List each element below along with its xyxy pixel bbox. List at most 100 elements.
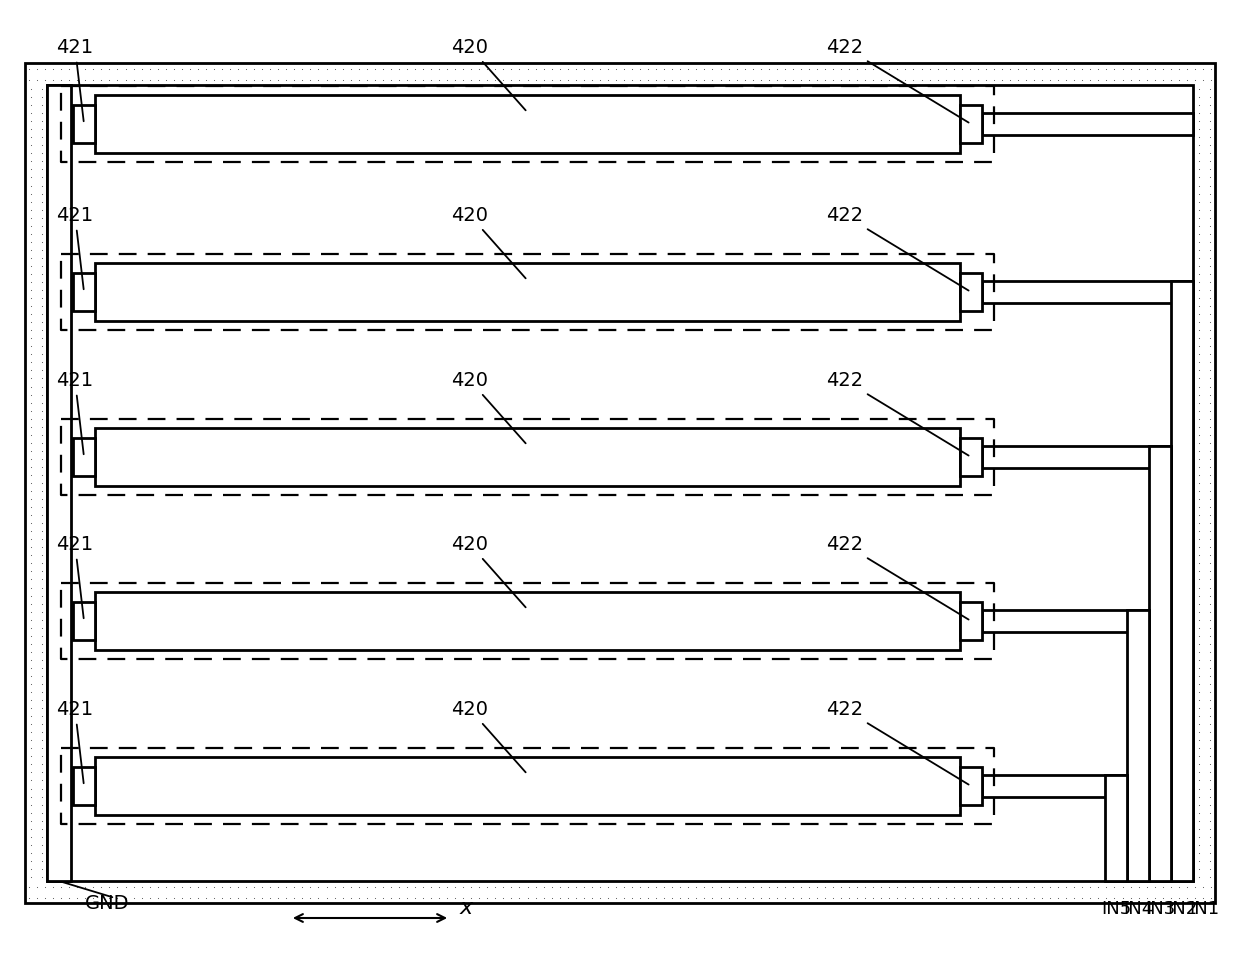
Point bbox=[201, 466, 221, 481]
Point bbox=[481, 466, 501, 481]
Point bbox=[177, 300, 197, 316]
Point bbox=[1143, 861, 1163, 876]
Point bbox=[754, 597, 774, 612]
Point bbox=[818, 284, 838, 299]
Point bbox=[481, 621, 501, 637]
Point bbox=[386, 786, 405, 802]
Point bbox=[305, 588, 325, 604]
Point bbox=[976, 879, 996, 895]
Point bbox=[89, 466, 109, 481]
Point bbox=[289, 795, 309, 810]
Point bbox=[58, 516, 78, 531]
Point bbox=[823, 71, 843, 87]
Point bbox=[1073, 890, 1092, 905]
Point bbox=[40, 564, 60, 580]
Point bbox=[409, 116, 429, 131]
Point bbox=[946, 762, 966, 778]
Point bbox=[257, 753, 277, 769]
Point bbox=[289, 284, 309, 299]
Point bbox=[714, 639, 734, 654]
Point bbox=[332, 890, 352, 905]
Point bbox=[409, 621, 429, 637]
Point bbox=[169, 605, 188, 620]
Point bbox=[939, 125, 959, 140]
Point bbox=[601, 474, 621, 490]
Point bbox=[506, 99, 526, 115]
Point bbox=[706, 268, 725, 283]
Point bbox=[74, 130, 94, 146]
Point bbox=[1179, 781, 1199, 797]
Point bbox=[968, 71, 988, 87]
Point bbox=[678, 61, 698, 76]
Point bbox=[1179, 741, 1199, 756]
Point bbox=[835, 605, 854, 620]
Point bbox=[1128, 729, 1148, 745]
Point bbox=[858, 433, 878, 448]
Point bbox=[454, 61, 474, 76]
Point bbox=[569, 309, 589, 325]
Point bbox=[882, 605, 901, 620]
Point bbox=[1056, 771, 1076, 786]
Point bbox=[738, 276, 758, 292]
Point bbox=[842, 441, 862, 457]
Point bbox=[353, 630, 373, 645]
Point bbox=[122, 92, 141, 107]
Point bbox=[858, 779, 878, 794]
Point bbox=[361, 99, 381, 115]
Point bbox=[954, 599, 973, 614]
Point bbox=[1106, 780, 1126, 795]
Point bbox=[529, 762, 549, 778]
Point bbox=[434, 630, 454, 645]
Point bbox=[770, 803, 790, 818]
Point bbox=[122, 268, 141, 283]
Point bbox=[1172, 477, 1192, 493]
Point bbox=[914, 803, 934, 818]
Point bbox=[673, 92, 693, 107]
Point bbox=[874, 92, 894, 107]
Point bbox=[914, 133, 934, 149]
Point bbox=[52, 492, 72, 507]
Point bbox=[481, 613, 501, 629]
Point bbox=[434, 108, 454, 124]
Point bbox=[40, 194, 60, 210]
Point bbox=[316, 61, 336, 76]
Point bbox=[1096, 879, 1116, 895]
Point bbox=[185, 276, 205, 292]
Point bbox=[52, 564, 72, 580]
Point bbox=[976, 284, 996, 299]
Bar bbox=[73, 439, 95, 476]
Point bbox=[610, 613, 630, 629]
Point bbox=[217, 630, 237, 645]
Point bbox=[298, 639, 317, 654]
Point bbox=[882, 621, 901, 637]
Point bbox=[842, 92, 862, 107]
Point bbox=[930, 133, 950, 149]
Point bbox=[40, 588, 60, 604]
Point bbox=[413, 61, 433, 76]
Point bbox=[930, 276, 950, 292]
Point bbox=[273, 753, 293, 769]
Point bbox=[698, 125, 718, 140]
Point bbox=[377, 424, 397, 440]
Point bbox=[31, 507, 51, 523]
Point bbox=[890, 424, 910, 440]
Point bbox=[185, 441, 205, 457]
Point bbox=[1143, 797, 1163, 812]
Point bbox=[129, 474, 149, 490]
Point bbox=[89, 108, 109, 124]
Point bbox=[228, 890, 248, 905]
Point bbox=[1164, 294, 1184, 309]
Point bbox=[1199, 355, 1219, 370]
Point bbox=[1065, 124, 1085, 139]
Point bbox=[898, 588, 918, 604]
Point bbox=[337, 597, 357, 612]
Point bbox=[610, 779, 630, 794]
Point bbox=[585, 605, 605, 620]
Point bbox=[249, 449, 269, 465]
Point bbox=[21, 604, 41, 619]
Point bbox=[361, 458, 381, 473]
Point bbox=[761, 458, 781, 473]
Point bbox=[281, 770, 301, 785]
Point bbox=[1172, 421, 1192, 437]
Point bbox=[46, 403, 66, 418]
